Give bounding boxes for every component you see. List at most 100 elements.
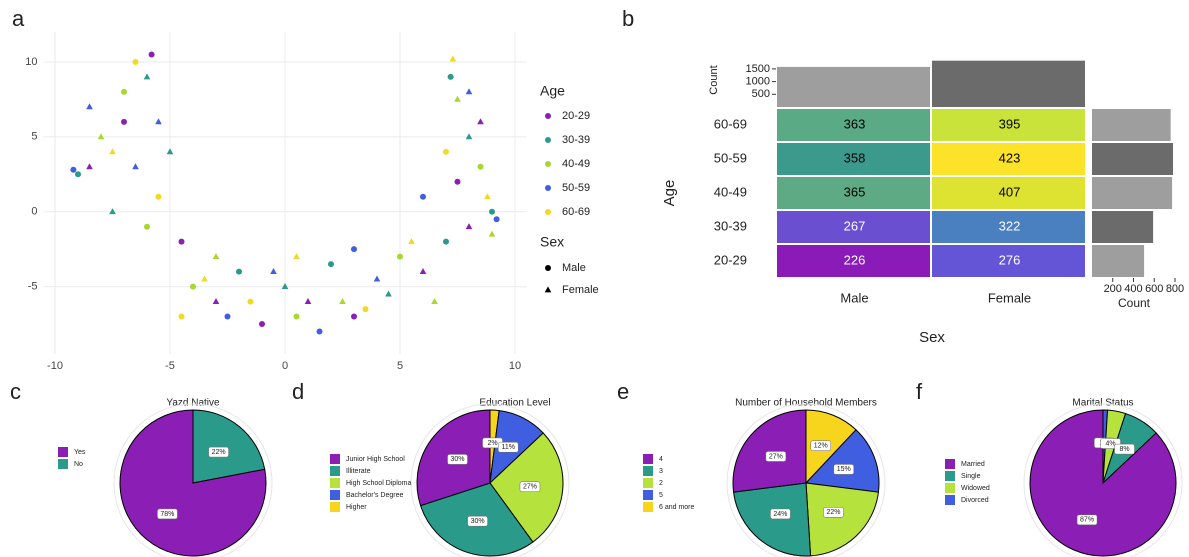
- point: [454, 178, 461, 185]
- margin-bar: [1092, 245, 1145, 277]
- point: [247, 298, 254, 305]
- legend-label: 4: [659, 456, 663, 463]
- point: [212, 297, 220, 304]
- heatmap-cell: [932, 211, 1085, 243]
- label-box: [823, 507, 844, 518]
- value-label: 12%: [814, 443, 828, 450]
- legend-label: Bachelor's Degree: [346, 492, 403, 499]
- point: [362, 306, 369, 313]
- x-tick-label: 400: [1124, 283, 1142, 295]
- heatmap-cell: [932, 245, 1085, 277]
- value-label: 11%: [501, 444, 515, 451]
- label-box: [497, 441, 519, 453]
- value-label: 27%: [523, 484, 537, 491]
- cell-label: 395: [999, 116, 1021, 131]
- value-label: 8%: [1119, 446, 1129, 453]
- point: [132, 58, 139, 65]
- panel-letter: a: [12, 6, 25, 31]
- point: [454, 95, 461, 102]
- cell-label: 276: [999, 252, 1021, 267]
- y-tick-label: -5: [28, 281, 38, 293]
- point: [351, 313, 357, 320]
- value-label: 22%: [212, 449, 226, 456]
- point: [166, 148, 174, 155]
- panel-letter: f: [916, 379, 923, 404]
- heatmap-cell: [777, 109, 930, 141]
- margin-axis-title: Count: [708, 65, 720, 94]
- point: [489, 208, 495, 215]
- value-label: 30%: [471, 518, 485, 525]
- point: [443, 238, 449, 245]
- legend-swatch: [945, 483, 955, 493]
- value-label: 24%: [773, 511, 787, 518]
- legend-label: 30-39: [562, 134, 590, 146]
- heatmap-cell: [932, 109, 1085, 141]
- legend-swatch: [544, 286, 552, 293]
- legend-label: 3: [659, 468, 663, 475]
- x-tick-label: 800: [1166, 283, 1184, 295]
- pie-title: Education Level: [479, 398, 550, 409]
- legend-swatch: [545, 161, 551, 167]
- x-tick-label: -10: [47, 360, 63, 372]
- point: [178, 313, 185, 320]
- legend-swatch: [545, 137, 551, 143]
- point: [431, 297, 438, 304]
- panel-letter: c: [10, 379, 21, 404]
- y-tick-label: 500: [752, 88, 770, 100]
- legend-label: Divorced: [961, 497, 989, 504]
- x-tick-label: 600: [1145, 283, 1163, 295]
- point: [447, 73, 454, 80]
- cell-label: 365: [844, 184, 866, 199]
- pie-title: Yazd Native: [166, 398, 220, 409]
- y-category-label: 50-59: [714, 150, 747, 165]
- cell-label: 358: [844, 150, 866, 165]
- legend-title: Sex: [540, 234, 564, 250]
- margin-bar: [1092, 109, 1171, 141]
- point: [316, 328, 323, 335]
- legend-swatch: [545, 209, 551, 215]
- point: [465, 223, 473, 230]
- heatmap-cell: [777, 143, 930, 175]
- point: [339, 297, 346, 304]
- y-category-label: 20-29: [714, 252, 747, 267]
- x-category-label: Female: [988, 290, 1031, 305]
- legend-label: No: [74, 461, 83, 468]
- point: [477, 118, 484, 125]
- y-tick-label: 5: [31, 131, 37, 143]
- y-tick-label: 0: [31, 206, 37, 218]
- point: [190, 283, 196, 290]
- legend-swatch: [330, 490, 340, 500]
- point: [449, 55, 457, 62]
- heatmap-cell: [777, 177, 930, 209]
- label-box: [1114, 443, 1135, 455]
- pie-slice: [732, 409, 807, 493]
- value-label: 2%: [487, 440, 497, 447]
- legend-swatch: [58, 459, 68, 469]
- point: [148, 51, 155, 58]
- pie-ring: [726, 403, 886, 557]
- legend-label: 5: [659, 492, 663, 499]
- point: [224, 313, 231, 320]
- pie-slice: [733, 482, 812, 557]
- margin-bar: [1092, 211, 1154, 243]
- legend-swatch: [330, 502, 340, 512]
- label-box: [1076, 514, 1098, 526]
- margin-bar: [1092, 143, 1174, 175]
- point: [97, 133, 105, 140]
- x-axis-title: Sex: [919, 329, 945, 346]
- point: [155, 193, 162, 200]
- point: [484, 193, 491, 200]
- cell-label: 322: [999, 218, 1021, 233]
- pie-title: Marital Status: [1072, 398, 1133, 409]
- cell-label: 267: [844, 218, 866, 233]
- legend-label: Female: [562, 284, 599, 296]
- value-label: 30%: [451, 456, 465, 463]
- point: [443, 148, 449, 155]
- label-box: [519, 481, 541, 493]
- pie-slice: [1029, 409, 1177, 557]
- point: [201, 275, 208, 282]
- x-tick-label: 5: [397, 360, 403, 372]
- margin-bar: [932, 60, 1085, 107]
- x-tick-label: 10: [509, 360, 521, 372]
